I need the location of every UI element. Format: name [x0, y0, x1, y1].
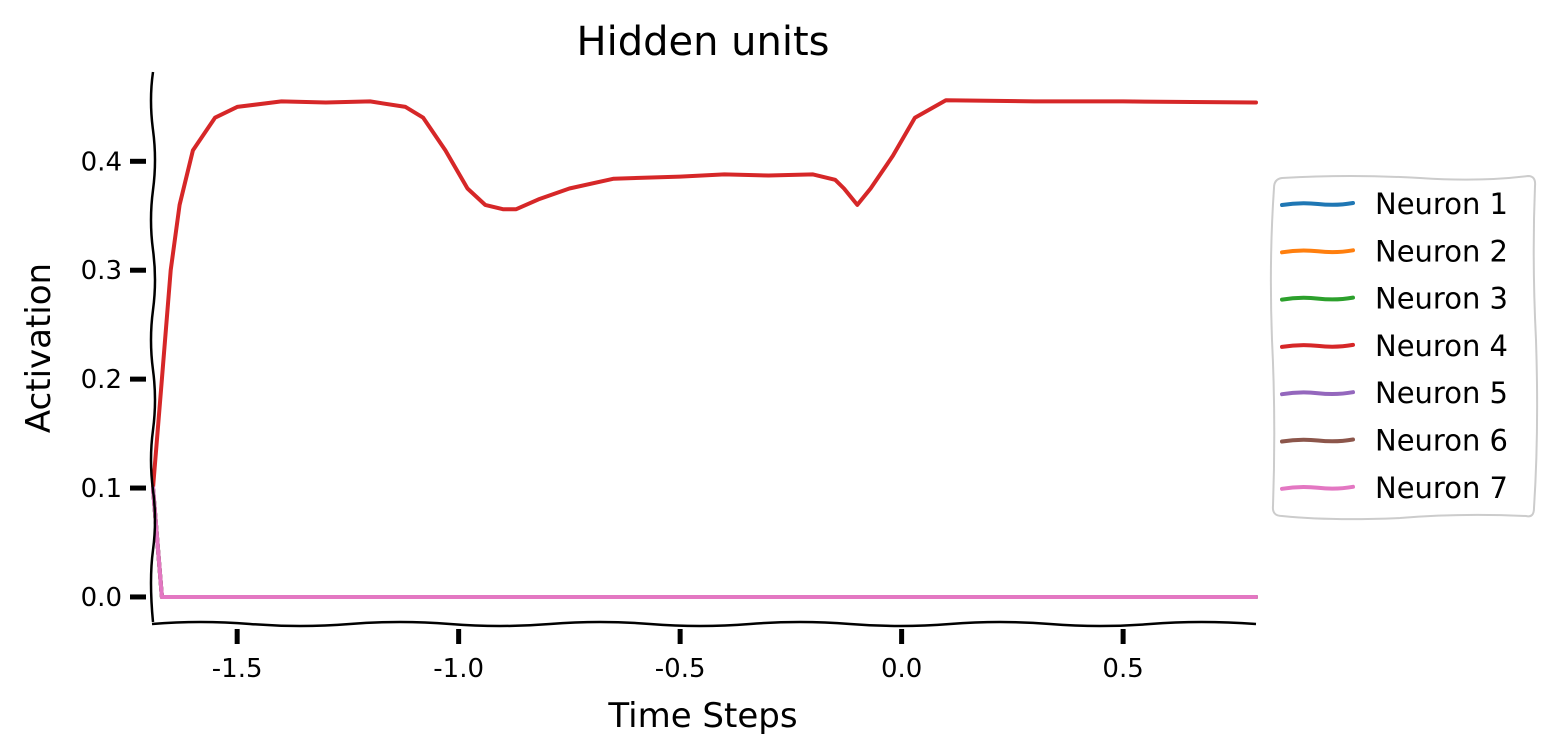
y-axis-line	[149, 71, 157, 623]
legend-label-neuron-7: Neuron 7	[1375, 471, 1508, 505]
legend-label-neuron-5: Neuron 5	[1375, 376, 1508, 410]
legend-swatch-neuron-1	[1280, 201, 1355, 207]
legend-swatch-neuron-5	[1280, 390, 1355, 397]
x-axis-line	[151, 620, 1257, 628]
x-tick-label: 0.0	[881, 654, 922, 684]
legend-label-neuron-6: Neuron 6	[1375, 424, 1508, 458]
legend-label-neuron-3: Neuron 3	[1375, 282, 1508, 316]
x-tick-label: -1.0	[433, 654, 484, 684]
series-layer	[151, 98, 1258, 599]
x-tick-label: -0.5	[655, 654, 706, 684]
legend-label-neuron-2: Neuron 2	[1375, 234, 1508, 268]
series-line-neuron-3	[151, 486, 1258, 599]
legend-label-neuron-4: Neuron 4	[1375, 329, 1508, 363]
y-axis-label: Activation	[19, 263, 59, 433]
x-tick-label: -1.5	[212, 654, 263, 684]
series-line-neuron-1	[151, 486, 1258, 599]
x-tick-label: 0.5	[1102, 654, 1143, 684]
legend-swatch-neuron-7	[1280, 484, 1355, 491]
y-tick-label: 0.0	[81, 583, 122, 613]
legend: Neuron 1 Neuron 2 Neuron 3 Neuron 4 Neuron 5…	[1269, 174, 1539, 521]
chart-title: Hidden units	[577, 19, 830, 65]
series-line-neuron-7	[151, 486, 1258, 599]
y-tick-label: 0.2	[81, 365, 122, 395]
legend-swatch-neuron-2	[1280, 248, 1355, 255]
legend-swatch-neuron-3	[1280, 295, 1355, 302]
y-tick-label: 0.1	[81, 474, 122, 504]
series-line-neuron-5	[151, 486, 1258, 599]
legend-entries: Neuron 1 Neuron 2 Neuron 3 Neuron 4 Neuron 5…	[1280, 187, 1508, 505]
y-tick-label: 0.4	[81, 147, 122, 177]
series-line-neuron-2	[151, 486, 1258, 599]
legend-swatch-neuron-4	[1280, 342, 1355, 349]
legend-swatch-neuron-6	[1280, 437, 1355, 444]
x-axis-label: Time Steps	[607, 696, 797, 736]
series-line-neuron-6	[151, 486, 1258, 599]
series-line-neuron-4	[151, 98, 1258, 490]
legend-frame	[1269, 174, 1539, 521]
y-tick-label: 0.3	[81, 256, 122, 286]
legend-label-neuron-1: Neuron 1	[1375, 187, 1508, 221]
x-ticks: -1.5 -1.0 -0.5 0.0 0.5	[212, 629, 1144, 684]
y-ticks: 0.0 0.1 0.2 0.3 0.4	[81, 147, 146, 613]
